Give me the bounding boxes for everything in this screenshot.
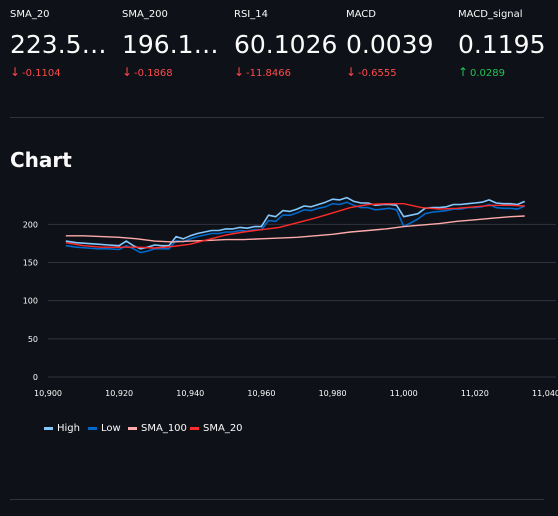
metric-macd-signal: MACD_signal 0.1195 ↑ 0.0289: [458, 6, 558, 80]
metric-value: 223.5…: [10, 30, 107, 59]
x-tick-label: 10,960: [247, 389, 275, 398]
legend-item-sma-100[interactable]: SMA_100: [128, 423, 187, 434]
divider: [10, 117, 544, 118]
metric-delta-value: -0.6555: [358, 68, 397, 79]
x-tick-label: 10,900: [34, 389, 62, 398]
divider: [10, 499, 544, 500]
legend-swatch: [190, 427, 199, 430]
metric-label: SMA_200: [122, 9, 168, 20]
metric-delta-value: -0.1104: [22, 68, 61, 79]
x-tick-label: 11,020: [461, 389, 489, 398]
series-line-sma-20: [65, 203, 525, 249]
metric-sma-200: SMA_200 196.1… ↓ -0.1868: [122, 6, 232, 80]
arrow-down-icon: ↓: [10, 65, 21, 79]
line-chart[interactable]: 0 50 100 150 200 10,900 10,920 10,940 10,960 10,9…: [0, 180, 558, 450]
y-tick-label: 200: [23, 220, 38, 229]
metric-label: MACD: [346, 9, 376, 20]
series-line-sma-100: [65, 215, 525, 243]
series-line-low: [65, 201, 526, 254]
legend-label: SMA_100: [141, 423, 187, 434]
metric-delta: ↓ -0.6555: [346, 66, 456, 80]
metric-delta: ↑ 0.0289: [458, 66, 558, 80]
metrics-row: SMA_20 223.5… ↓ -0.1104 SMA_200 196.1… ↓ -…: [10, 6, 558, 86]
x-tick-label: 11,000: [390, 389, 418, 398]
legend-item-low[interactable]: Low: [88, 423, 121, 434]
metric-delta: ↓ -0.1868: [122, 66, 232, 80]
section-title: Chart: [10, 148, 72, 172]
series-line-high: [65, 196, 526, 250]
y-tick-label: 150: [23, 259, 38, 268]
metric-label: RSI_14: [234, 9, 268, 20]
metric-label: SMA_20: [10, 9, 50, 20]
x-tick-label: 11,040: [532, 389, 558, 398]
arrow-down-icon: ↓: [346, 65, 357, 79]
x-tick-label: 10,980: [319, 389, 347, 398]
metric-delta-value: 0.0289: [470, 68, 505, 79]
metric-value: 0.0039: [346, 30, 434, 59]
legend-label: SMA_20: [203, 423, 243, 434]
x-tick-label: 10,940: [176, 389, 204, 398]
legend-item-high[interactable]: High: [44, 423, 80, 434]
metric-value: 60.1026: [234, 30, 338, 59]
metric-rsi-14: RSI_14 60.1026 ↓ -11.8466: [234, 6, 344, 80]
metric-label: MACD_signal: [458, 9, 523, 20]
metric-delta-value: -0.1868: [134, 68, 173, 79]
metric-sma-20: SMA_20 223.5… ↓ -0.1104: [10, 6, 120, 80]
legend-label: High: [57, 423, 80, 434]
y-tick-label: 100: [23, 297, 38, 306]
legend-swatch: [128, 427, 137, 430]
metric-value: 196.1…: [122, 30, 219, 59]
legend-swatch: [88, 427, 97, 430]
legend-swatch: [44, 427, 53, 430]
metric-value: 0.1195: [458, 30, 546, 59]
x-tick-label: 10,920: [105, 389, 133, 398]
legend-item-sma-20[interactable]: SMA_20: [190, 423, 243, 434]
y-tick-label: 0: [33, 373, 38, 382]
arrow-down-icon: ↓: [122, 65, 133, 79]
metric-delta: ↓ -0.1104: [10, 66, 120, 80]
legend-label: Low: [101, 423, 121, 434]
metric-macd: MACD 0.0039 ↓ -0.6555: [346, 6, 456, 80]
arrow-down-icon: ↓: [234, 65, 245, 79]
arrow-up-icon: ↑: [458, 65, 469, 79]
metric-delta: ↓ -11.8466: [234, 66, 344, 80]
y-tick-label: 50: [28, 335, 38, 344]
metric-delta-value: -11.8466: [246, 68, 291, 79]
